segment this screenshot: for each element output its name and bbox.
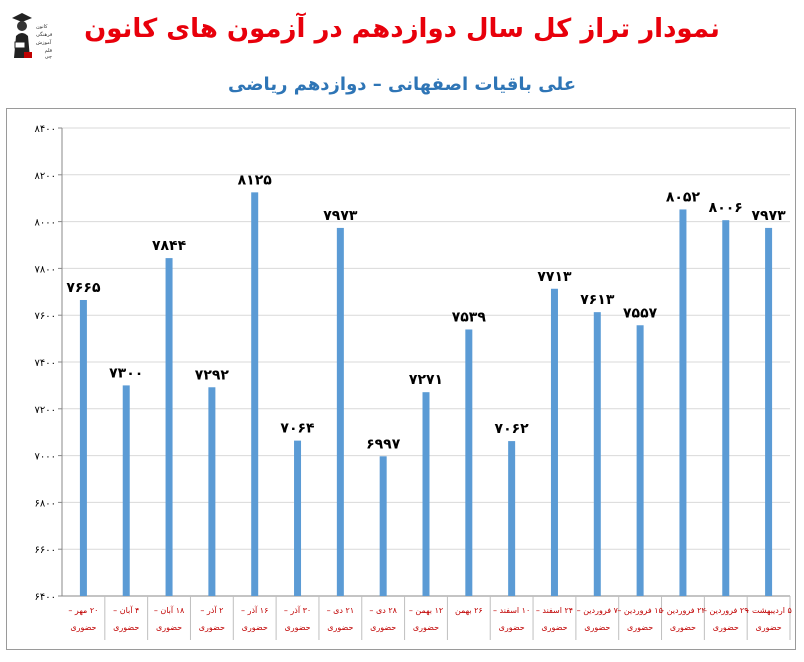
x-tick-label: ۱۵ فروردین – [617,606,663,615]
bar [79,299,87,596]
bar [122,385,130,596]
data-label: ۷۶۶۵ [66,280,101,296]
x-tick-label: ۱۰ اسفند – [493,606,530,615]
x-tick-label: حضوری [370,623,396,632]
logo-line: قلم چی [44,48,52,60]
x-tick-label: حضوری [499,623,525,632]
x-tick-label: حضوری [413,623,439,632]
x-tick-label: ۲۱ دی – [327,606,355,615]
bar [251,192,259,596]
bar [165,258,173,596]
bar [593,312,601,596]
graduate-figure-icon [12,13,32,58]
bar [379,456,387,596]
x-tick-label: ۳۰ آذر – [284,605,311,615]
data-label: ۷۸۴۴ [152,238,187,254]
bar [550,288,558,596]
bar [722,220,730,597]
x-tick-label: ۵ اردیبهشت – [745,606,791,615]
bar [765,227,773,596]
x-tick-label: حضوری [70,623,96,632]
y-tick-label: ۶۴۰۰ [35,592,56,603]
x-tick-label: ۲۰ مهر – [68,606,98,615]
x-tick-label: ۴ آبان – [113,605,139,615]
x-tick-label: حضوری [113,623,139,632]
y-tick-label: ۷۰۰۰ [35,452,56,463]
bar [336,227,344,596]
bar [636,325,644,596]
x-tick-label: ۲۶ بهمن [455,606,483,615]
data-label: ۷۲۹۲ [195,367,230,383]
data-label: ۸۰۵۲ [666,189,701,205]
x-tick-label: حضوری [199,623,225,632]
logo: کانون فرهنگی آموزش قلم چی [10,8,52,64]
chart-frame [6,108,796,650]
data-label: ۷۵۳۹ [452,309,487,325]
x-tick-label: حضوری [584,623,610,632]
data-label: ۸۰۰۶ [709,200,743,216]
data-label: ۷۹۷۳ [751,208,786,224]
x-tick-label: حضوری [242,623,268,632]
x-tick-label: حضوری [541,623,567,632]
data-label: ۶۹۹۷ [366,436,401,452]
x-tick-label: ۲۹ فروردین – [703,606,749,615]
x-tick-label: ۲۸ دی – [369,606,397,615]
x-tick-label: حضوری [156,623,182,632]
data-label: ۷۰۶۴ [280,421,315,437]
bar [208,387,216,596]
x-tick-label: حضوری [670,623,696,632]
data-label: ۷۰۶۲ [495,421,530,437]
x-tick-label: حضوری [756,623,782,632]
y-tick-label: ۶۶۰۰ [35,545,56,556]
x-tick-label: حضوری [627,623,653,632]
data-label: ۷۳۰۰ [109,365,143,381]
bar [422,392,430,596]
data-label: ۷۷۱۳ [537,269,572,285]
chart-title: نمودار تراز کل سال دوازدهم در آزمون های … [84,14,720,44]
bar [679,209,687,596]
x-tick-label: ۱۶ آذر – [241,605,268,615]
logo-line: فرهنگی [36,32,53,38]
y-tick-label: ۸۴۰۰ [35,124,56,135]
x-tick-label: حضوری [713,623,739,632]
data-label: ۷۵۵۷ [623,305,658,321]
bar [508,441,516,596]
x-tick-label: ۷ فروردین – [577,606,619,615]
y-tick-label: ۸۰۰۰ [35,218,56,229]
x-tick-label: ۱۸ آبان – [154,605,185,615]
x-tick-label: ۲۴ اسفند – [536,606,573,615]
data-label: ۷۲۷۱ [409,372,443,388]
x-tick-label: ۲۲ فروردین – [660,606,706,615]
logo-line: آموزش [36,40,52,46]
y-tick-label: ۸۲۰۰ [35,171,56,182]
x-tick-label: ۲ آذر – [200,605,223,615]
chart-subtitle: علی باقیات اصفهانی – دوازدهم ریاضی [227,74,577,95]
x-tick-label: حضوری [327,623,353,632]
y-tick-label: ۷۸۰۰ [35,264,56,275]
data-label: ۷۶۱۳ [580,292,615,308]
y-tick-label: ۷۶۰۰ [35,311,56,322]
x-tick-label: حضوری [284,623,310,632]
y-tick-label: ۶۸۰۰ [35,498,56,509]
bar [294,440,302,596]
data-label: ۸۱۲۵ [238,172,273,188]
bar [465,329,473,596]
y-tick-label: ۷۲۰۰ [35,405,56,416]
y-tick-label: ۷۴۰۰ [35,358,56,369]
x-tick-label: ۱۲ بهمن – [409,606,443,615]
logo-line: کانون [36,24,48,30]
data-label: ۷۹۷۳ [323,208,358,224]
